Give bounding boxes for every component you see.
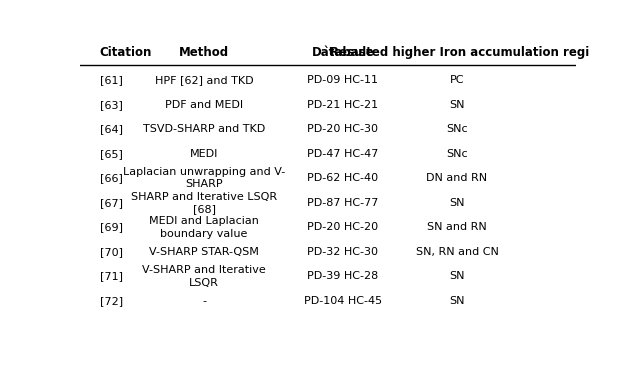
Text: [71]: [71] (100, 271, 123, 281)
Text: PD-32 HC-30: PD-32 HC-30 (307, 247, 378, 257)
Text: Citation: Citation (100, 46, 152, 60)
Text: MEDI: MEDI (190, 149, 218, 159)
Text: [65]: [65] (100, 149, 123, 159)
Text: SN and RN: SN and RN (427, 222, 487, 232)
Text: PD-09 HC-11: PD-09 HC-11 (307, 75, 378, 85)
Text: V-SHARP and Iterative
LSQR: V-SHARP and Iterative LSQR (142, 265, 266, 288)
Text: [66]: [66] (100, 173, 123, 183)
Text: `Resulted higher Iron accumulation regi: `Resulted higher Iron accumulation regi (324, 46, 589, 60)
Text: TSVD-SHARP and TKD: TSVD-SHARP and TKD (143, 124, 265, 134)
Text: PC: PC (450, 75, 464, 85)
Text: SNc: SNc (446, 124, 468, 134)
Text: SN: SN (449, 271, 465, 281)
Text: [72]: [72] (100, 296, 123, 306)
Text: [64]: [64] (100, 124, 123, 134)
Text: PD-20 HC-20: PD-20 HC-20 (307, 222, 378, 232)
Text: PD-47 HC-47: PD-47 HC-47 (307, 149, 379, 159)
Text: SN, RN and CN: SN, RN and CN (415, 247, 499, 257)
Text: DN and RN: DN and RN (426, 173, 488, 183)
Text: PD-104 HC-45: PD-104 HC-45 (304, 296, 382, 306)
Text: SHARP and Iterative LSQR
[68]: SHARP and Iterative LSQR [68] (131, 192, 277, 214)
Text: SN: SN (449, 99, 465, 109)
Text: -: - (202, 296, 206, 306)
Text: Laplacian unwrapping and V-
SHARP: Laplacian unwrapping and V- SHARP (123, 167, 285, 189)
Text: [63]: [63] (100, 99, 123, 109)
Text: SN: SN (449, 198, 465, 208)
Text: SNc: SNc (446, 149, 468, 159)
Text: PD-87 HC-77: PD-87 HC-77 (307, 198, 379, 208)
Text: PD-62 HC-40: PD-62 HC-40 (307, 173, 378, 183)
Text: PD-21 HC-21: PD-21 HC-21 (307, 99, 378, 109)
Text: PD-20 HC-30: PD-20 HC-30 (307, 124, 378, 134)
Text: Database: Database (312, 46, 374, 60)
Text: MEDI and Laplacian
boundary value: MEDI and Laplacian boundary value (149, 216, 259, 238)
Text: V-SHARP STAR-QSM: V-SHARP STAR-QSM (149, 247, 259, 257)
Text: SN: SN (449, 296, 465, 306)
Text: HPF [62] and TKD: HPF [62] and TKD (155, 75, 253, 85)
Text: PD-39 HC-28: PD-39 HC-28 (307, 271, 378, 281)
Text: [70]: [70] (100, 247, 123, 257)
Text: [67]: [67] (100, 198, 123, 208)
Text: [61]: [61] (100, 75, 123, 85)
Text: Method: Method (179, 46, 229, 60)
Text: [69]: [69] (100, 222, 123, 232)
Text: PDF and MEDI: PDF and MEDI (165, 99, 243, 109)
